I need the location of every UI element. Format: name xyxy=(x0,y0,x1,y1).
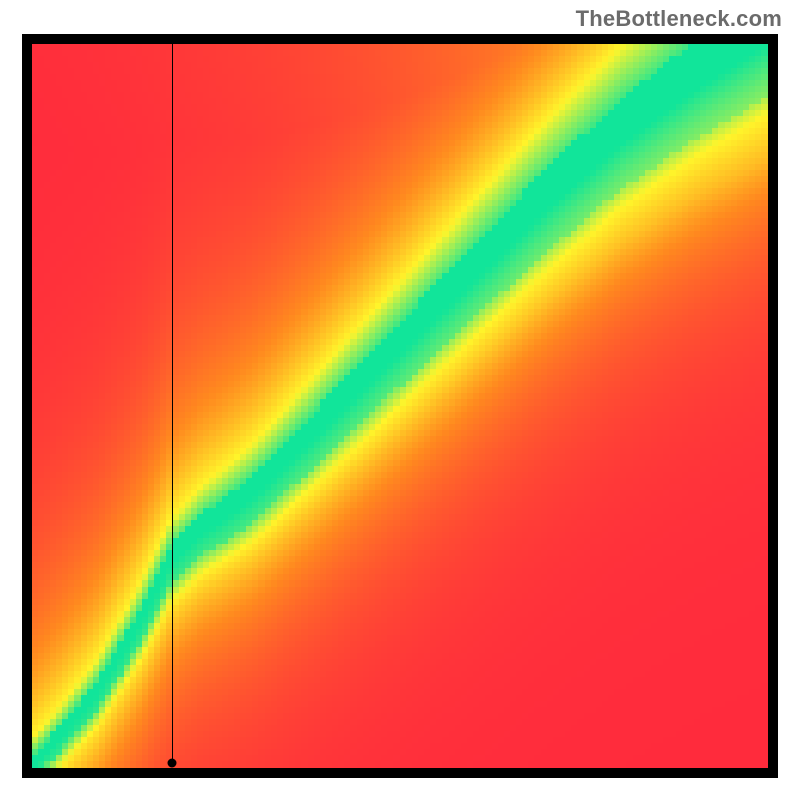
watermark-text: TheBottleneck.com xyxy=(576,6,782,32)
plot-inner xyxy=(32,44,768,768)
heatmap-canvas xyxy=(32,44,768,768)
crosshair-marker-dot xyxy=(167,758,176,767)
root-container: TheBottleneck.com xyxy=(0,0,800,800)
plot-frame xyxy=(22,34,778,778)
crosshair-vertical-line xyxy=(172,44,173,763)
